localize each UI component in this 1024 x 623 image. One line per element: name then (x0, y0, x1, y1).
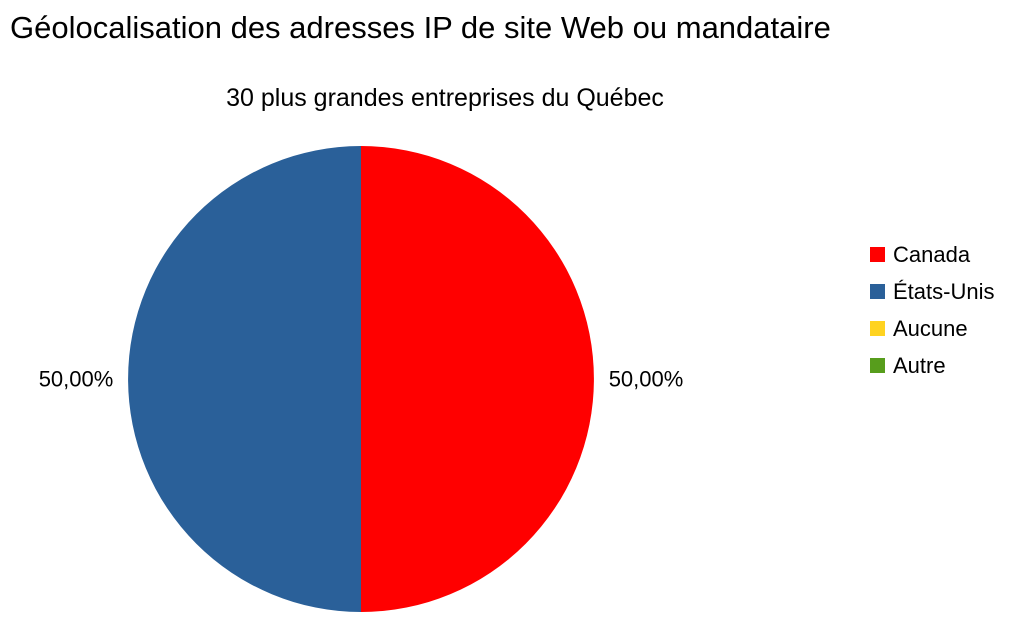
chart-subtitle: 30 plus grandes entreprises du Québec (226, 84, 664, 112)
legend-item-autre: Autre (870, 347, 994, 384)
pie-label-etats-unis: 50,00% (39, 367, 114, 392)
legend-swatch-etats-unis (870, 284, 885, 299)
chart-title: Géolocalisation des adresses IP de site … (10, 10, 831, 45)
legend-label-etats-unis: États-Unis (893, 278, 995, 304)
legend-item-canada: Canada (870, 236, 994, 273)
legend-label-aucune: Aucune (893, 315, 968, 341)
legend-swatch-aucune (870, 321, 885, 336)
legend-label-autre: Autre (893, 352, 946, 378)
legend-item-etats-unis: États-Unis (870, 273, 994, 310)
legend-swatch-autre (870, 358, 885, 373)
legend-label-canada: Canada (893, 241, 971, 267)
pie-slice-canada (361, 146, 594, 612)
pie-label-canada: 50,00% (609, 367, 684, 392)
legend-item-aucune: Aucune (870, 310, 994, 347)
legend-swatch-canada (870, 247, 885, 262)
pie-slice-etats-unis (128, 146, 361, 612)
legend: Canada États-Unis Aucune Autre (870, 236, 994, 384)
